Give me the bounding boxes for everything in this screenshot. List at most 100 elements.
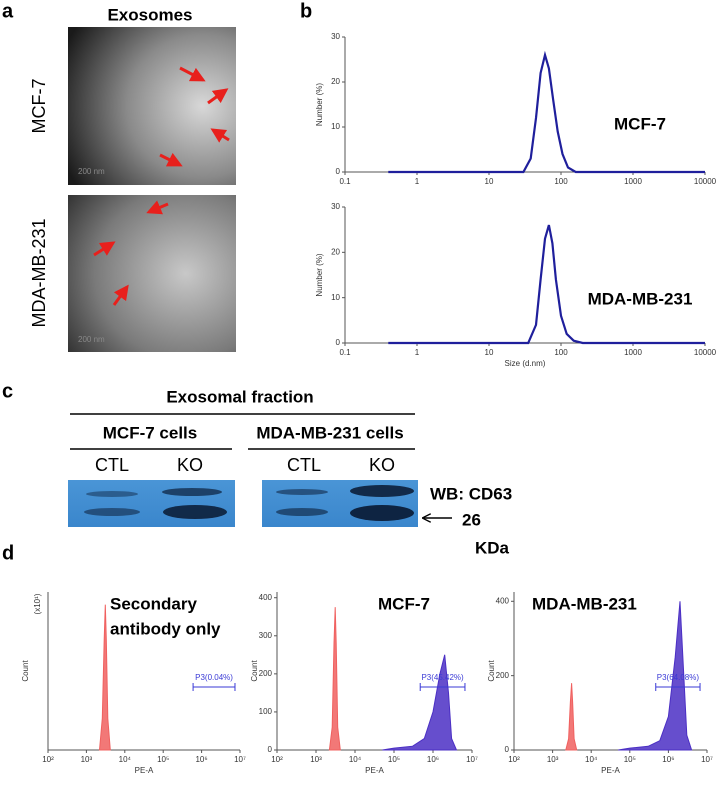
y-tick-label: 30 [331,202,340,211]
marker-label: 26 [462,510,481,529]
y-tick-label: 0 [268,745,273,754]
histogram [565,683,578,751]
x-tick-label: 10³ [81,755,93,764]
x-tick-label: 1 [415,348,420,357]
x-tick-label: 10⁷ [234,755,246,764]
row-label: MDA-MB-231 [29,218,49,327]
x-tick-label: 1000 [624,177,642,186]
x-axis-label: PE-A [601,766,620,775]
y-tick-label: 300 [259,631,273,640]
scale-bar-label: 200 nm [78,335,105,344]
y-multiplier: (x10¹) [33,593,42,614]
x-tick-label: 10⁴ [349,755,362,764]
micrograph [68,27,236,185]
lane-label: KO [177,455,203,475]
histogram [98,604,111,751]
annotation: MCF-7 [378,594,430,613]
y-axis-label: Count [250,660,259,682]
y-axis-label: Count [21,660,30,682]
x-tick-label: 10⁵ [624,755,636,764]
x-tick-label: 10⁷ [701,755,713,764]
micrograph [68,195,236,352]
x-tick-label: 10 [485,348,494,357]
panel-title: Exosomes [107,5,192,24]
histogram [328,607,341,751]
x-tick-label: 100 [554,177,568,186]
x-axis-label: PE-A [365,766,384,775]
axis [344,37,705,173]
x-tick-label: 10000 [694,348,717,357]
lane-label: CTL [287,455,321,475]
group-label: MDA-MB-231 cells [256,423,403,442]
scale-bar-label: 200 nm [78,167,105,176]
x-tick-label: 10⁵ [157,755,169,764]
x-tick-label: 10⁵ [388,755,400,764]
lane-label: CTL [95,455,129,475]
y-tick-label: 20 [331,247,340,256]
bands [84,485,414,521]
data-line [388,224,705,345]
x-tick-label: 1000 [624,348,642,357]
x-tick-label: 10⁴ [119,755,132,764]
annotation: MDA-MB-231 [588,289,693,308]
histogram [618,601,693,751]
x-tick-label: 10⁶ [662,755,674,764]
annotation: MCF-7 [614,114,666,133]
x-tick-label: 10³ [310,755,322,764]
y-tick-label: 20 [331,77,340,86]
gate-label: P3(64.08%) [657,673,700,682]
x-tick-label: 10 [485,177,494,186]
unit-label: KDa [475,538,510,557]
histogram [382,654,458,751]
group-label: MCF-7 cells [103,423,197,442]
axis [344,207,705,344]
x-tick-label: 10⁶ [427,755,439,764]
axis [47,592,240,751]
x-tick-label: 1 [415,177,420,186]
x-tick-label: 10² [271,755,283,764]
y-tick-label: 400 [259,593,273,602]
y-axis-label: Count [487,660,496,682]
x-tick-label: 0.1 [339,348,351,357]
gate [655,683,701,691]
panel-letter: d [2,542,14,564]
x-tick-label: 100 [554,348,568,357]
panel-title: Exosomal fraction [166,387,313,406]
panel-letter: c [2,380,13,402]
x-tick-label: 10000 [694,177,717,186]
x-tick-label: 10⁴ [585,755,598,764]
annotation: MDA-MB-231 [532,594,637,613]
gate [192,683,236,691]
y-tick-label: 200 [259,669,273,678]
panel-letter: b [300,0,312,22]
panel-letter: a [2,0,14,22]
y-tick-label: 200 [496,671,510,680]
y-tick-label: 0 [336,338,341,347]
annotation: Secondary [110,594,197,613]
arrows [93,66,230,306]
row-label: MCF-7 [29,79,49,134]
annotation: antibody only [110,619,221,638]
x-tick-label: 0.1 [339,177,351,186]
y-tick-label: 0 [505,745,510,754]
y-tick-label: 10 [331,293,340,302]
gate-label: P3(45.42%) [421,673,464,682]
x-tick-label: 10² [42,755,54,764]
gate-label: P3(0.04%) [195,673,233,682]
x-tick-label: 10⁶ [195,755,207,764]
y-tick-label: 10 [331,122,340,131]
y-axis-label: Number (%) [315,253,324,296]
y-tick-label: 100 [259,707,273,716]
y-tick-label: 0 [336,167,341,176]
data-line [388,50,705,174]
y-tick-label: 30 [331,32,340,41]
y-tick-label: 400 [496,596,510,605]
x-axis-label: PE-A [135,766,154,775]
x-tick-label: 10³ [547,755,559,764]
x-axis-label: Size (d.nm) [505,359,546,368]
x-tick-label: 10⁷ [466,755,478,764]
probe-label: WB: CD63 [430,484,512,503]
x-tick-label: 10² [508,755,520,764]
blot [68,480,235,527]
